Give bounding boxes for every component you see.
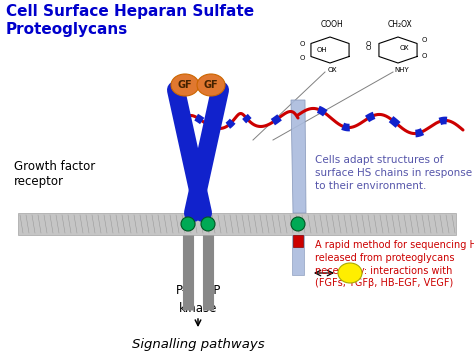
- Text: COOH: COOH: [320, 20, 343, 29]
- Ellipse shape: [171, 74, 199, 96]
- Text: CH₂OX: CH₂OX: [388, 20, 412, 29]
- Text: GF: GF: [178, 80, 192, 90]
- Bar: [293, 235, 303, 247]
- Bar: [18, 213, 456, 235]
- Text: Cell Surface Heparan Sulfate
Proteoglycans: Cell Surface Heparan Sulfate Proteoglyca…: [6, 4, 254, 37]
- Text: O: O: [421, 37, 427, 43]
- Text: O: O: [365, 45, 371, 51]
- Text: OX: OX: [399, 45, 409, 51]
- Text: O: O: [299, 41, 305, 47]
- Text: Growth factor
receptor: Growth factor receptor: [14, 160, 95, 188]
- Ellipse shape: [338, 263, 362, 283]
- Circle shape: [291, 217, 305, 231]
- Circle shape: [201, 217, 215, 231]
- Text: GF: GF: [204, 80, 219, 90]
- Text: O: O: [299, 55, 305, 61]
- Text: OH: OH: [317, 47, 328, 53]
- Text: O: O: [365, 41, 371, 47]
- Circle shape: [181, 217, 195, 231]
- Text: Signalling pathways: Signalling pathways: [132, 338, 264, 351]
- Text: OX: OX: [327, 67, 337, 73]
- Text: O: O: [421, 53, 427, 59]
- Text: A rapid method for sequencing HS
released from proteoglycans
necessary: interact: A rapid method for sequencing HS release…: [315, 240, 474, 288]
- Text: -P: -P: [209, 284, 220, 296]
- Text: Cells adapt structures of
surface HS chains in response
to their environment.: Cells adapt structures of surface HS cha…: [315, 155, 472, 191]
- Text: kinase: kinase: [179, 301, 217, 315]
- Polygon shape: [291, 100, 306, 213]
- Text: P-: P-: [176, 284, 187, 296]
- Bar: [292, 235, 304, 275]
- Ellipse shape: [197, 74, 225, 96]
- Text: NHY: NHY: [395, 67, 410, 73]
